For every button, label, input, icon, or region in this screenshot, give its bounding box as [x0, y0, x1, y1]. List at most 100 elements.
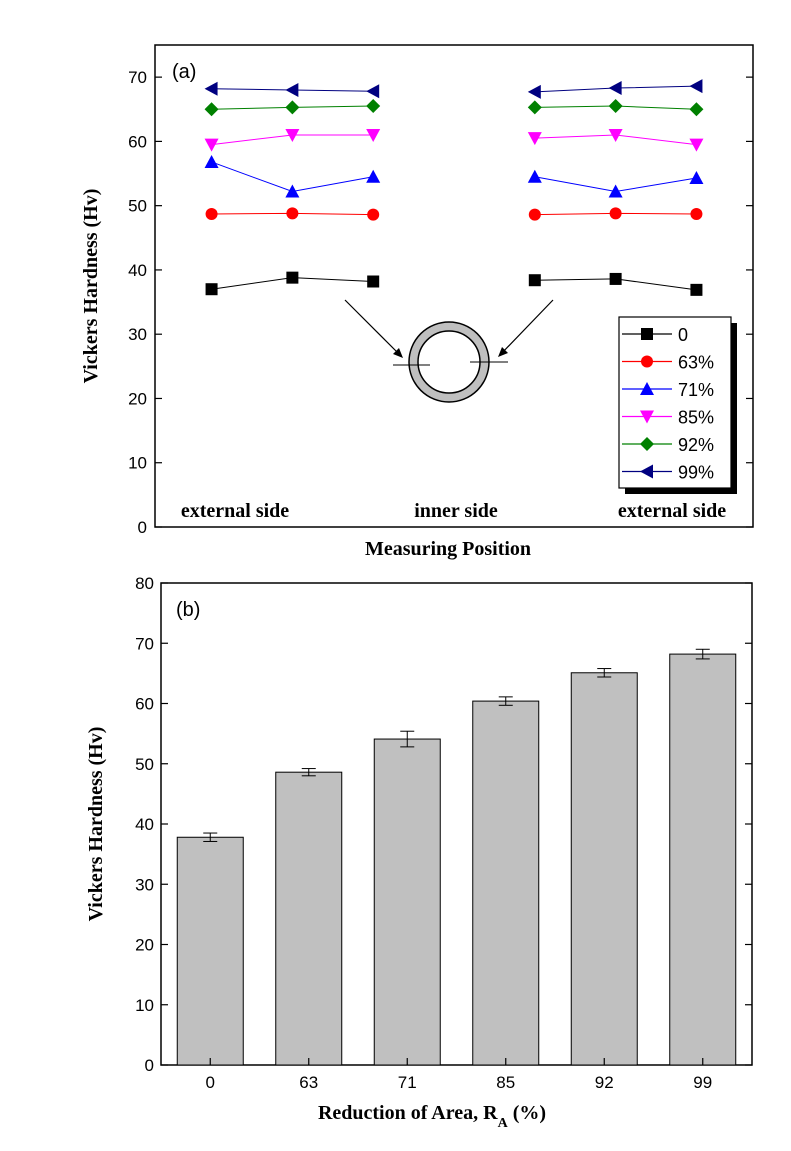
arrow-right-head [498, 347, 508, 357]
data-point [366, 84, 380, 99]
y-tick-label: 60 [128, 132, 147, 151]
panel-a-series [204, 79, 704, 296]
legend-marker [641, 328, 653, 340]
position-label-inner: inner side [414, 500, 498, 522]
data-point [608, 184, 623, 198]
data-point [366, 128, 381, 142]
legend-item: 92% [622, 435, 714, 455]
series-71pct [204, 154, 704, 198]
data-point [689, 138, 704, 152]
data-point [689, 171, 704, 185]
bar-63 [275, 771, 343, 1066]
y-tick-label: 30 [128, 325, 147, 344]
data-point [608, 99, 623, 114]
x-tick-label: 85 [496, 1073, 515, 1092]
legend-item: 85% [622, 408, 714, 428]
legend-marker [640, 464, 653, 479]
data-point [205, 283, 218, 296]
bar-99 [669, 653, 737, 1066]
series-63pct [205, 207, 703, 221]
data-point [366, 169, 381, 183]
panel-b-label: (b) [176, 599, 200, 621]
panel-b-y-axis-title: Vickers Hardness (Hv) [85, 727, 107, 922]
series-99pct [204, 79, 703, 99]
legend-marker [640, 437, 654, 451]
legend-label: 0 [678, 325, 688, 345]
panel-b-x-axis-title-suffix: (%) [508, 1102, 546, 1124]
panel-b-x-axis: 0 63 71 85 92 99 [206, 1058, 712, 1092]
y-tick-label: 30 [135, 875, 154, 894]
data-point [689, 102, 704, 117]
x-tick-label: 0 [206, 1073, 215, 1092]
arrow-right-shaft [499, 299, 554, 356]
y-tick-label: 70 [128, 68, 147, 87]
y-tick-label: 10 [135, 996, 154, 1015]
error-bar-63 [301, 768, 316, 777]
y-tick-label: 0 [145, 1056, 154, 1075]
data-point [285, 82, 299, 97]
y-tick-label: 0 [138, 518, 147, 537]
data-point [367, 275, 380, 288]
legend-label: 71% [678, 380, 714, 400]
legend-label: 99% [678, 463, 714, 483]
y-tick-label: 40 [128, 261, 147, 280]
data-point [285, 100, 300, 115]
data-point [608, 128, 623, 142]
data-point [527, 100, 542, 115]
panel-b-y-axis: 0 10 20 30 40 50 60 70 80 [135, 574, 752, 1075]
error-bar-99 [695, 648, 710, 660]
x-tick-label: 99 [693, 1073, 712, 1092]
panel-b-bar-chart: 0 10 20 30 40 50 60 70 80 0 63 71 85 92 99 (b) Vicker… [85, 574, 753, 1131]
legend-item: 63% [622, 353, 714, 373]
arrow-left-shaft [344, 299, 402, 357]
panel-a-legend: 0 63% 71% 85% 92% 99% [618, 316, 737, 494]
data-point [367, 208, 380, 221]
panel-b-frame [160, 582, 753, 1066]
panel-a-y-axis-title: Vickers Hardness (Hv) [80, 189, 102, 384]
data-point [528, 274, 541, 287]
data-point [527, 169, 542, 183]
data-point [528, 208, 541, 221]
legend-item: 71% [622, 380, 714, 400]
legend-label: 92% [678, 435, 714, 455]
data-point [204, 81, 218, 96]
data-point [527, 84, 541, 99]
panel-b-x-axis-title: Reduction of Area, RA (%) [318, 1102, 546, 1131]
y-tick-label: 10 [128, 454, 147, 473]
legend-box [618, 316, 732, 489]
legend-item: 0 [622, 325, 688, 345]
error-bar-85 [498, 696, 513, 706]
x-tick-label: 92 [595, 1073, 614, 1092]
error-bar-0 [203, 832, 218, 842]
data-point [609, 207, 622, 220]
data-point [366, 99, 381, 114]
series-92pct [204, 99, 704, 117]
position-label-external-left: external side [181, 500, 289, 522]
x-tick-label: 63 [299, 1073, 318, 1092]
bar-92 [570, 672, 638, 1066]
data-point [285, 184, 300, 198]
legend-marker [640, 410, 654, 424]
series-85pct [204, 128, 704, 152]
legend-marker [641, 355, 653, 368]
y-tick-label: 20 [128, 389, 147, 408]
data-point [204, 154, 219, 168]
y-tick-label: 60 [135, 695, 154, 714]
data-point [285, 128, 300, 142]
legend-label: 63% [678, 353, 714, 373]
data-point [690, 208, 703, 221]
data-point [204, 138, 219, 152]
data-point [527, 132, 542, 146]
panel-a-line-chart: 0 10 20 30 40 50 60 70 (a) Vickers Hardness (Hv… [80, 44, 754, 560]
bar-0 [176, 836, 244, 1066]
legend-marker [640, 382, 654, 395]
position-label-external-right: external side [618, 500, 726, 522]
panel-b-x-axis-title-main: Reduction of Area, R [318, 1102, 498, 1124]
panel-b-bars [176, 648, 737, 1066]
series-0 [205, 271, 703, 296]
data-point [608, 81, 622, 96]
y-tick-label: 70 [135, 634, 154, 653]
y-tick-label: 40 [135, 815, 154, 834]
data-point [204, 102, 219, 117]
